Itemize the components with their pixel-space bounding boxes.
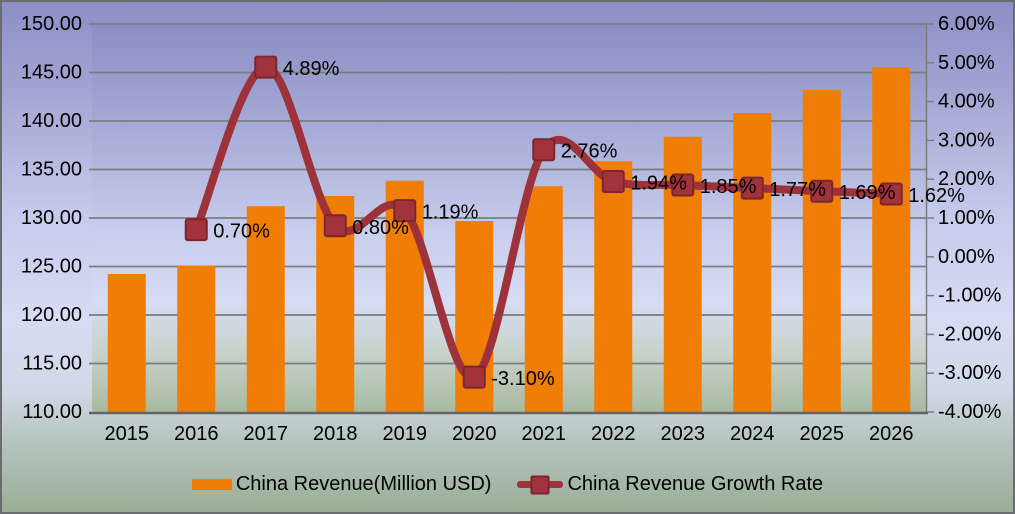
category-labels: 2015 2016 2017 2018 2019 2020 2021 2022 2023 2024…	[105, 423, 914, 445]
legend-item-revenue: China Revenue(Million USD)	[191, 473, 492, 496]
data-label-2024: 1.77%	[769, 179, 826, 201]
legend-label-growth: China Revenue Growth Rate	[567, 473, 824, 495]
bar-2025	[802, 89, 841, 413]
bar-2015	[107, 273, 146, 412]
data-label-2018: 0.80%	[352, 217, 409, 239]
axes	[89, 23, 934, 415]
marker-2024	[740, 176, 764, 200]
bar-series-swatch-icon	[191, 479, 232, 490]
right-tick-label: 1.00%	[938, 207, 995, 229]
category-label-2026: 2026	[869, 423, 914, 445]
bar-2024	[733, 113, 772, 413]
marker-2018	[323, 214, 347, 238]
legend: China Revenue(Million USD) China Revenue…	[2, 473, 1013, 496]
category-label-2020: 2020	[452, 423, 497, 445]
marker-2017	[254, 55, 278, 79]
right-tick-label: -2.00%	[938, 323, 1002, 345]
category-label-2024: 2024	[730, 423, 775, 445]
category-label-2021: 2021	[522, 423, 567, 445]
right-tick-label: 5.00%	[938, 52, 995, 74]
bar-series	[107, 67, 911, 413]
left-tick-label: 125.00	[21, 256, 82, 278]
right-tick-label: 2.00%	[938, 168, 995, 190]
left-tick-label: 145.00	[21, 62, 82, 84]
data-label-2019: 1.19%	[422, 202, 479, 224]
category-label-2019: 2019	[383, 423, 428, 445]
marker-2021	[532, 138, 556, 162]
right-tick-label: -3.00%	[938, 362, 1002, 384]
right-tick-label: 4.00%	[938, 91, 995, 113]
bar-2022	[594, 161, 633, 412]
left-tick-label: 135.00	[21, 159, 82, 181]
legend-item-growth: China Revenue Growth Rate	[517, 473, 823, 496]
legend-label-revenue: China Revenue(Million USD)	[235, 473, 492, 495]
data-label-2023: 1.85%	[700, 176, 757, 198]
marker-2025	[810, 179, 834, 203]
line-marker-icon	[530, 475, 550, 494]
data-label-2025: 1.69%	[839, 182, 896, 204]
bar-2026	[872, 67, 911, 413]
data-label-2016: 0.70%	[213, 221, 270, 243]
category-label-2017: 2017	[244, 423, 289, 445]
marker-2023	[671, 173, 695, 197]
data-labels: 0.70% 4.89% 0.80% 1.19% -3.10% 2.76% 1.94% 1.85…	[213, 58, 965, 390]
line-markers	[184, 55, 903, 389]
marker-2026	[879, 182, 903, 206]
right-tick-label: 0.00%	[938, 246, 995, 268]
category-label-2015: 2015	[105, 423, 150, 445]
right-tick-label: -1.00%	[938, 285, 1002, 307]
line-series-swatch-icon	[517, 475, 564, 494]
data-label-2020: -3.10%	[491, 368, 555, 390]
category-label-2016: 2016	[174, 423, 219, 445]
data-label-2021: 2.76%	[561, 141, 618, 163]
bar-2016	[177, 265, 216, 412]
left-tick-label: 110.00	[22, 401, 82, 423]
data-label-2017: 4.89%	[283, 58, 340, 80]
left-tick-label: 130.00	[21, 207, 82, 229]
left-tick-label: 115.00	[22, 353, 82, 375]
right-tick-label: -4.00%	[938, 401, 1002, 423]
marker-2016	[184, 218, 208, 242]
category-label-2025: 2025	[800, 423, 845, 445]
category-label-2023: 2023	[661, 423, 706, 445]
right-tick-label: 6.00%	[938, 13, 995, 35]
category-label-2018: 2018	[313, 423, 358, 445]
data-label-2022: 1.94%	[630, 173, 687, 195]
left-tick-label: 140.00	[21, 110, 82, 132]
left-axis-labels: 150.00 145.00 140.00 135.00 130.00 125.00 120.…	[21, 13, 82, 423]
bar-2017	[246, 206, 285, 412]
category-label-2022: 2022	[591, 423, 636, 445]
left-tick-label: 150.00	[21, 13, 82, 35]
marker-2022	[601, 170, 625, 194]
marker-2019	[393, 199, 417, 223]
right-tick-label: 3.00%	[938, 129, 995, 151]
right-axis-labels: 6.00% 5.00% 4.00% 3.00% 2.00% 1.00% 0.00% -1.00…	[938, 13, 1002, 423]
marker-2020	[462, 365, 486, 389]
left-tick-label: 120.00	[21, 304, 82, 326]
bar-2021	[524, 186, 563, 412]
data-label-2026: 1.62%	[908, 185, 965, 207]
